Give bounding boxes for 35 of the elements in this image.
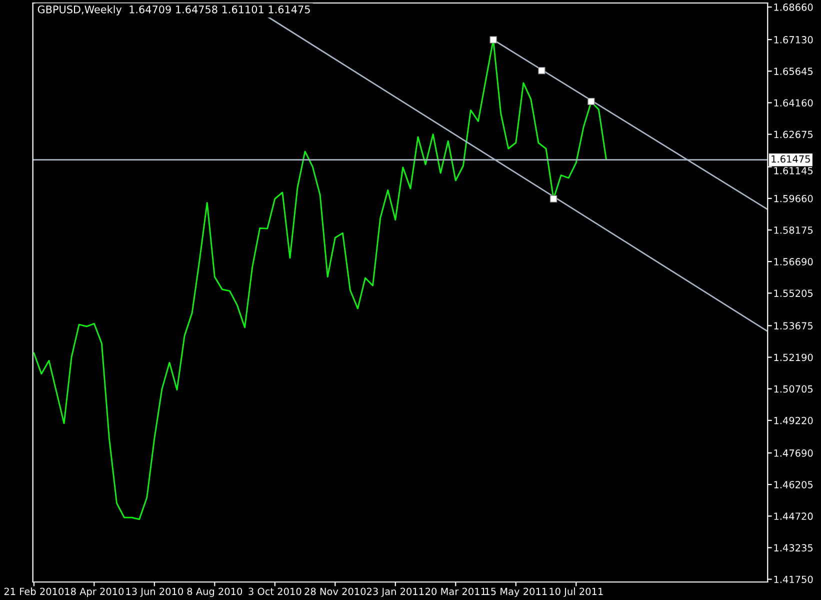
y-tick-label: 1.68660 [774, 4, 813, 11]
point [588, 98, 595, 106]
x-tick-label: 10 Jul 2011 [550, 588, 603, 597]
x-tick-label: 28 Nov 2010 [304, 588, 366, 596]
point [490, 36, 497, 44]
x-tick-label: 15 May 2011 [485, 588, 547, 597]
x-tick-label: 18 Apr 2010 [65, 588, 124, 597]
y-tick-label: 1.44720 [774, 512, 813, 520]
x-tick-label: 3 Oct 2010 [248, 588, 302, 596]
point [550, 195, 558, 202]
y-tick-label: 1.65645 [774, 68, 813, 75]
y-tick-label: 1.43235 [774, 544, 813, 552]
y-tick-label: 1.52190 [774, 354, 813, 362]
y-tick-label: 1.47690 [774, 449, 813, 457]
y-tick-label: 1.53675 [774, 322, 813, 330]
chart-title: GBPUSD,Weekly 1.64709 1.64758 1.61101 1.61475 [38, 5, 310, 16]
y-tick-label: 1.49220 [774, 416, 813, 424]
x-tick-label: 8 Aug 2010 [187, 588, 242, 597]
x-tick-label: 20 Mar 2011 [426, 588, 486, 596]
y-tick-label: 1.41750 [774, 576, 813, 584]
y-tick-label: 1.62675 [774, 130, 813, 138]
x-tick-label: 21 Feb 2010 [4, 588, 64, 596]
y-tick-label: 1.59660 [774, 194, 813, 202]
point [538, 67, 546, 74]
y-tick-label: 1.64160 [774, 99, 813, 107]
y-tick-label: 1.46205 [774, 480, 813, 488]
y-tick-label: 1.61145 [774, 167, 813, 174]
y-tick-label: 1.50705 [774, 385, 813, 393]
y-tick-label: 1.67130 [774, 36, 813, 44]
x-tick-label: 23 Jan 2011 [366, 588, 424, 597]
x-tick-label: 13 Jun 2010 [126, 588, 184, 597]
ref-line-label: 1.61475 [772, 155, 810, 163]
y-tick-label: 1.58175 [774, 226, 813, 234]
y-tick-label: 1.55205 [774, 290, 813, 297]
y-tick-label: 1.56690 [774, 258, 813, 266]
